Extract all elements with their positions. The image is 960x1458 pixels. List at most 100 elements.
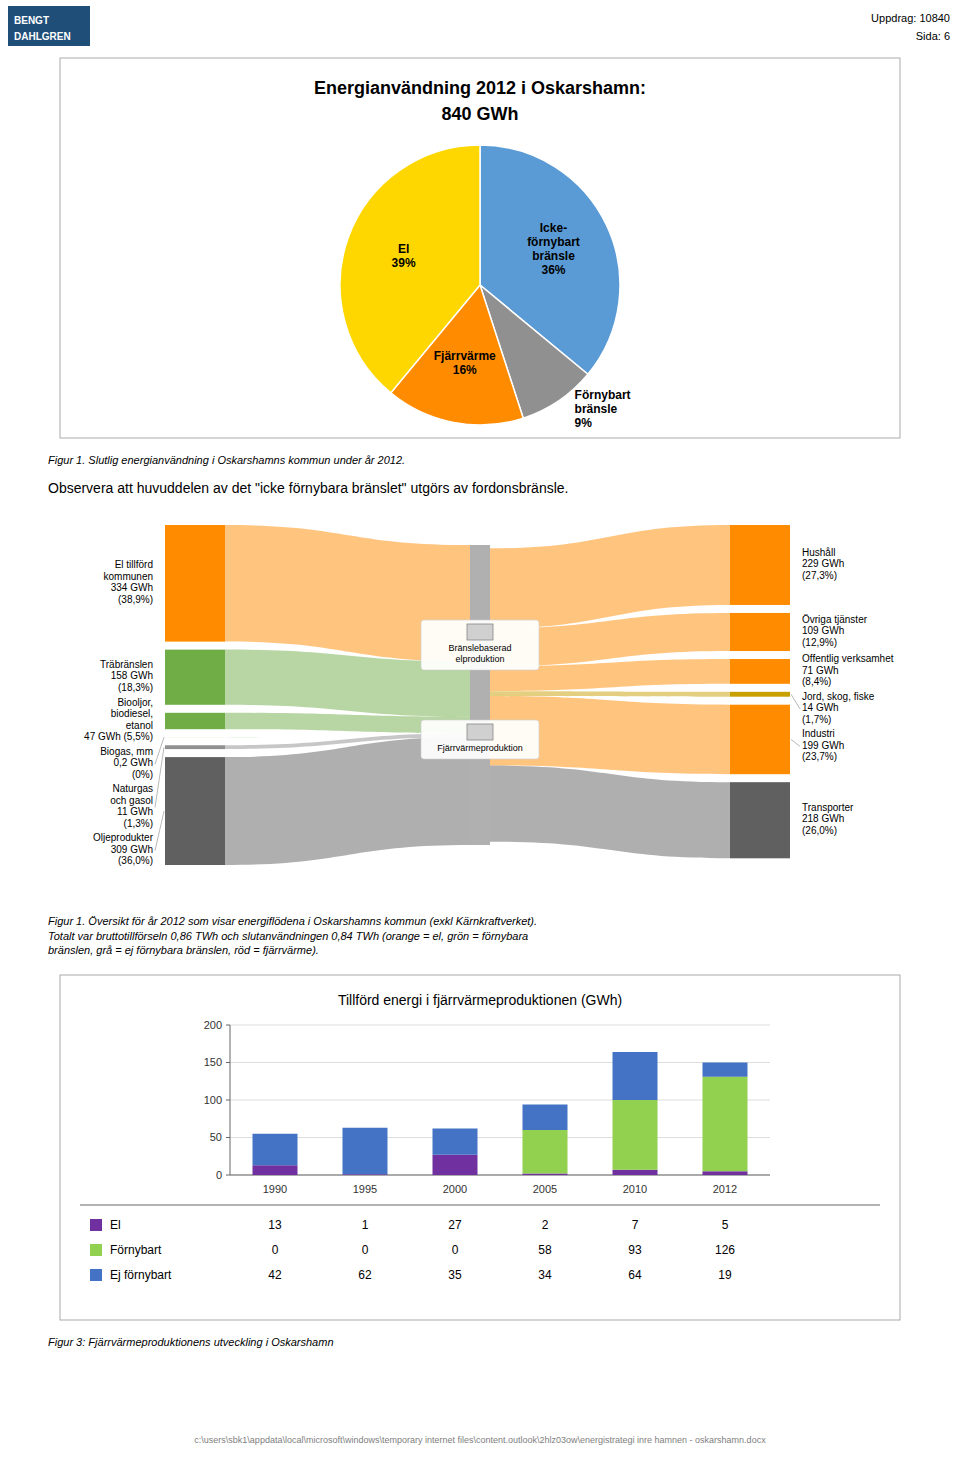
text-line: (38,9%) bbox=[118, 594, 153, 605]
annotation: Bränslebaseradelproduktion bbox=[448, 643, 511, 664]
grid-line bbox=[230, 1175, 770, 1176]
footer: c:\users\sbk1\appdata\local\microsoft\wi… bbox=[194, 1435, 766, 1445]
text-line: 229 GWh bbox=[802, 558, 844, 569]
node-label: Oljeprodukter309 GWh(36,0%) bbox=[93, 832, 154, 866]
text-line: 58 bbox=[538, 1243, 552, 1257]
flow bbox=[490, 691, 730, 697]
tick-label: 200 bbox=[204, 1019, 222, 1031]
text-line: 64 bbox=[628, 1268, 642, 1282]
text-line: 19 bbox=[718, 1268, 732, 1282]
node-label: Träbränslen158 GWh(18,3%) bbox=[100, 659, 153, 693]
node-label: Biogas, mm0,2 GWh(0%) bbox=[100, 746, 153, 780]
grid-line bbox=[230, 1025, 770, 1026]
flow bbox=[490, 525, 730, 628]
text-line: Biooljor, bbox=[117, 697, 153, 708]
text-line: BENGT bbox=[14, 15, 49, 26]
table-value: 62 bbox=[358, 1268, 372, 1282]
text-line: (12,9%) bbox=[802, 637, 837, 648]
y-axis bbox=[230, 1025, 231, 1175]
bar-segment bbox=[613, 1100, 658, 1170]
bar-segment bbox=[523, 1105, 568, 1131]
text-line: Fjärrvärmeproduktion bbox=[437, 743, 523, 753]
caption: Figur 3: Fjärrvärmeproduktionens utveckl… bbox=[48, 1336, 334, 1348]
table-value: 27 bbox=[448, 1218, 462, 1232]
leader-line bbox=[155, 737, 164, 764]
text-line: 2 bbox=[542, 1218, 549, 1232]
text-line: Offentlig verksamhet bbox=[802, 653, 894, 664]
data-label: 9% bbox=[575, 416, 593, 430]
text-line: Förnybart bbox=[110, 1243, 162, 1257]
bars bbox=[253, 1052, 748, 1175]
tick-label: 150 bbox=[204, 1056, 222, 1068]
flow bbox=[490, 766, 730, 859]
text-line: 309 GWh bbox=[111, 844, 153, 855]
text-line: etanol bbox=[126, 720, 153, 731]
text-line: 1990 bbox=[263, 1183, 287, 1195]
text-line: 200 bbox=[204, 1019, 222, 1031]
nodes bbox=[165, 525, 790, 865]
text-line: Biogas, mm bbox=[100, 746, 153, 757]
table-value: 1 bbox=[362, 1218, 369, 1232]
text-line: 0 bbox=[452, 1243, 459, 1257]
sankey-hub bbox=[470, 545, 490, 845]
grid-line bbox=[230, 1137, 770, 1138]
axes: 050100150200199019952000200520102012 bbox=[204, 1019, 770, 1195]
text-line: 0 bbox=[362, 1243, 369, 1257]
grid-line bbox=[230, 1100, 770, 1101]
x-axis bbox=[230, 1175, 770, 1176]
tick bbox=[226, 1137, 230, 1138]
text-line: 50 bbox=[210, 1131, 222, 1143]
text-line: 1995 bbox=[353, 1183, 377, 1195]
text-line: 0 bbox=[216, 1169, 222, 1181]
logo-text: BENGT bbox=[14, 15, 49, 26]
node-label: El tillfördkommunen334 GWh(38,9%) bbox=[104, 559, 153, 605]
target-node bbox=[730, 692, 790, 697]
text-line: bränsle bbox=[575, 402, 618, 416]
text-line: Transporter bbox=[802, 802, 854, 813]
text-line: 2000 bbox=[443, 1183, 467, 1195]
text-line: 35 bbox=[448, 1268, 462, 1282]
text-line: 150 bbox=[204, 1056, 222, 1068]
text-line: (8,4%) bbox=[802, 676, 831, 687]
bar-segment bbox=[703, 1063, 748, 1077]
tick bbox=[226, 1025, 230, 1026]
caption: Figur 1. Översikt för år 2012 som visar … bbox=[48, 915, 537, 956]
header-text: Sida: 6 bbox=[916, 30, 950, 42]
text-line: Förnybart bbox=[575, 388, 631, 402]
header-text: Uppdrag: 10840 bbox=[871, 12, 950, 24]
table-value: 58 bbox=[538, 1243, 552, 1257]
chart-title: Tillförd energi i fjärrvärmeproduktionen… bbox=[338, 992, 622, 1008]
text-line: Fjärrvärme bbox=[434, 349, 496, 363]
table-value: 5 bbox=[722, 1218, 729, 1232]
bar-chart: Tillförd energi i fjärrvärmeproduktionen… bbox=[48, 975, 900, 1348]
tick-label: 1995 bbox=[353, 1183, 377, 1195]
node-label: Jord, skog, fiske14 GWh(1,7%) bbox=[802, 691, 875, 725]
slice-label: El bbox=[398, 242, 409, 256]
bar-segment bbox=[613, 1170, 658, 1175]
text-line: elproduktion bbox=[455, 654, 504, 664]
data-label: 39% bbox=[392, 256, 416, 270]
chart-title: Energianvändning 2012 i Oskarshamn: bbox=[314, 78, 646, 98]
leader-line bbox=[791, 739, 800, 746]
data-label: 16% bbox=[453, 363, 477, 377]
tick-label: 2000 bbox=[443, 1183, 467, 1195]
table-value: 42 bbox=[268, 1268, 282, 1282]
text-line: DAHLGREN bbox=[14, 31, 71, 42]
text-line: biodiesel, bbox=[111, 708, 153, 719]
text-line: Figur 1. Slutlig energianvändning i Oska… bbox=[48, 454, 405, 466]
legend-swatch bbox=[90, 1219, 102, 1231]
text-line: 2012 bbox=[713, 1183, 737, 1195]
target-node bbox=[730, 525, 790, 605]
text-line: Icke- bbox=[540, 221, 567, 235]
text-line: 11 GWh bbox=[117, 806, 153, 817]
text-line: Figur 3: Fjärrvärmeproduktionens utveckl… bbox=[48, 1336, 334, 1348]
tick-label: 100 bbox=[204, 1094, 222, 1106]
text-line: 218 GWh bbox=[802, 813, 844, 824]
text-line: 0 bbox=[272, 1243, 279, 1257]
text-line: Övriga tjänster bbox=[802, 614, 868, 625]
legend-entry: El bbox=[110, 1218, 121, 1232]
table-value: 7 bbox=[632, 1218, 639, 1232]
leader-line bbox=[155, 811, 164, 851]
text-line: 39% bbox=[392, 256, 416, 270]
slice-label: Icke-förnybartbränsle bbox=[527, 221, 580, 263]
